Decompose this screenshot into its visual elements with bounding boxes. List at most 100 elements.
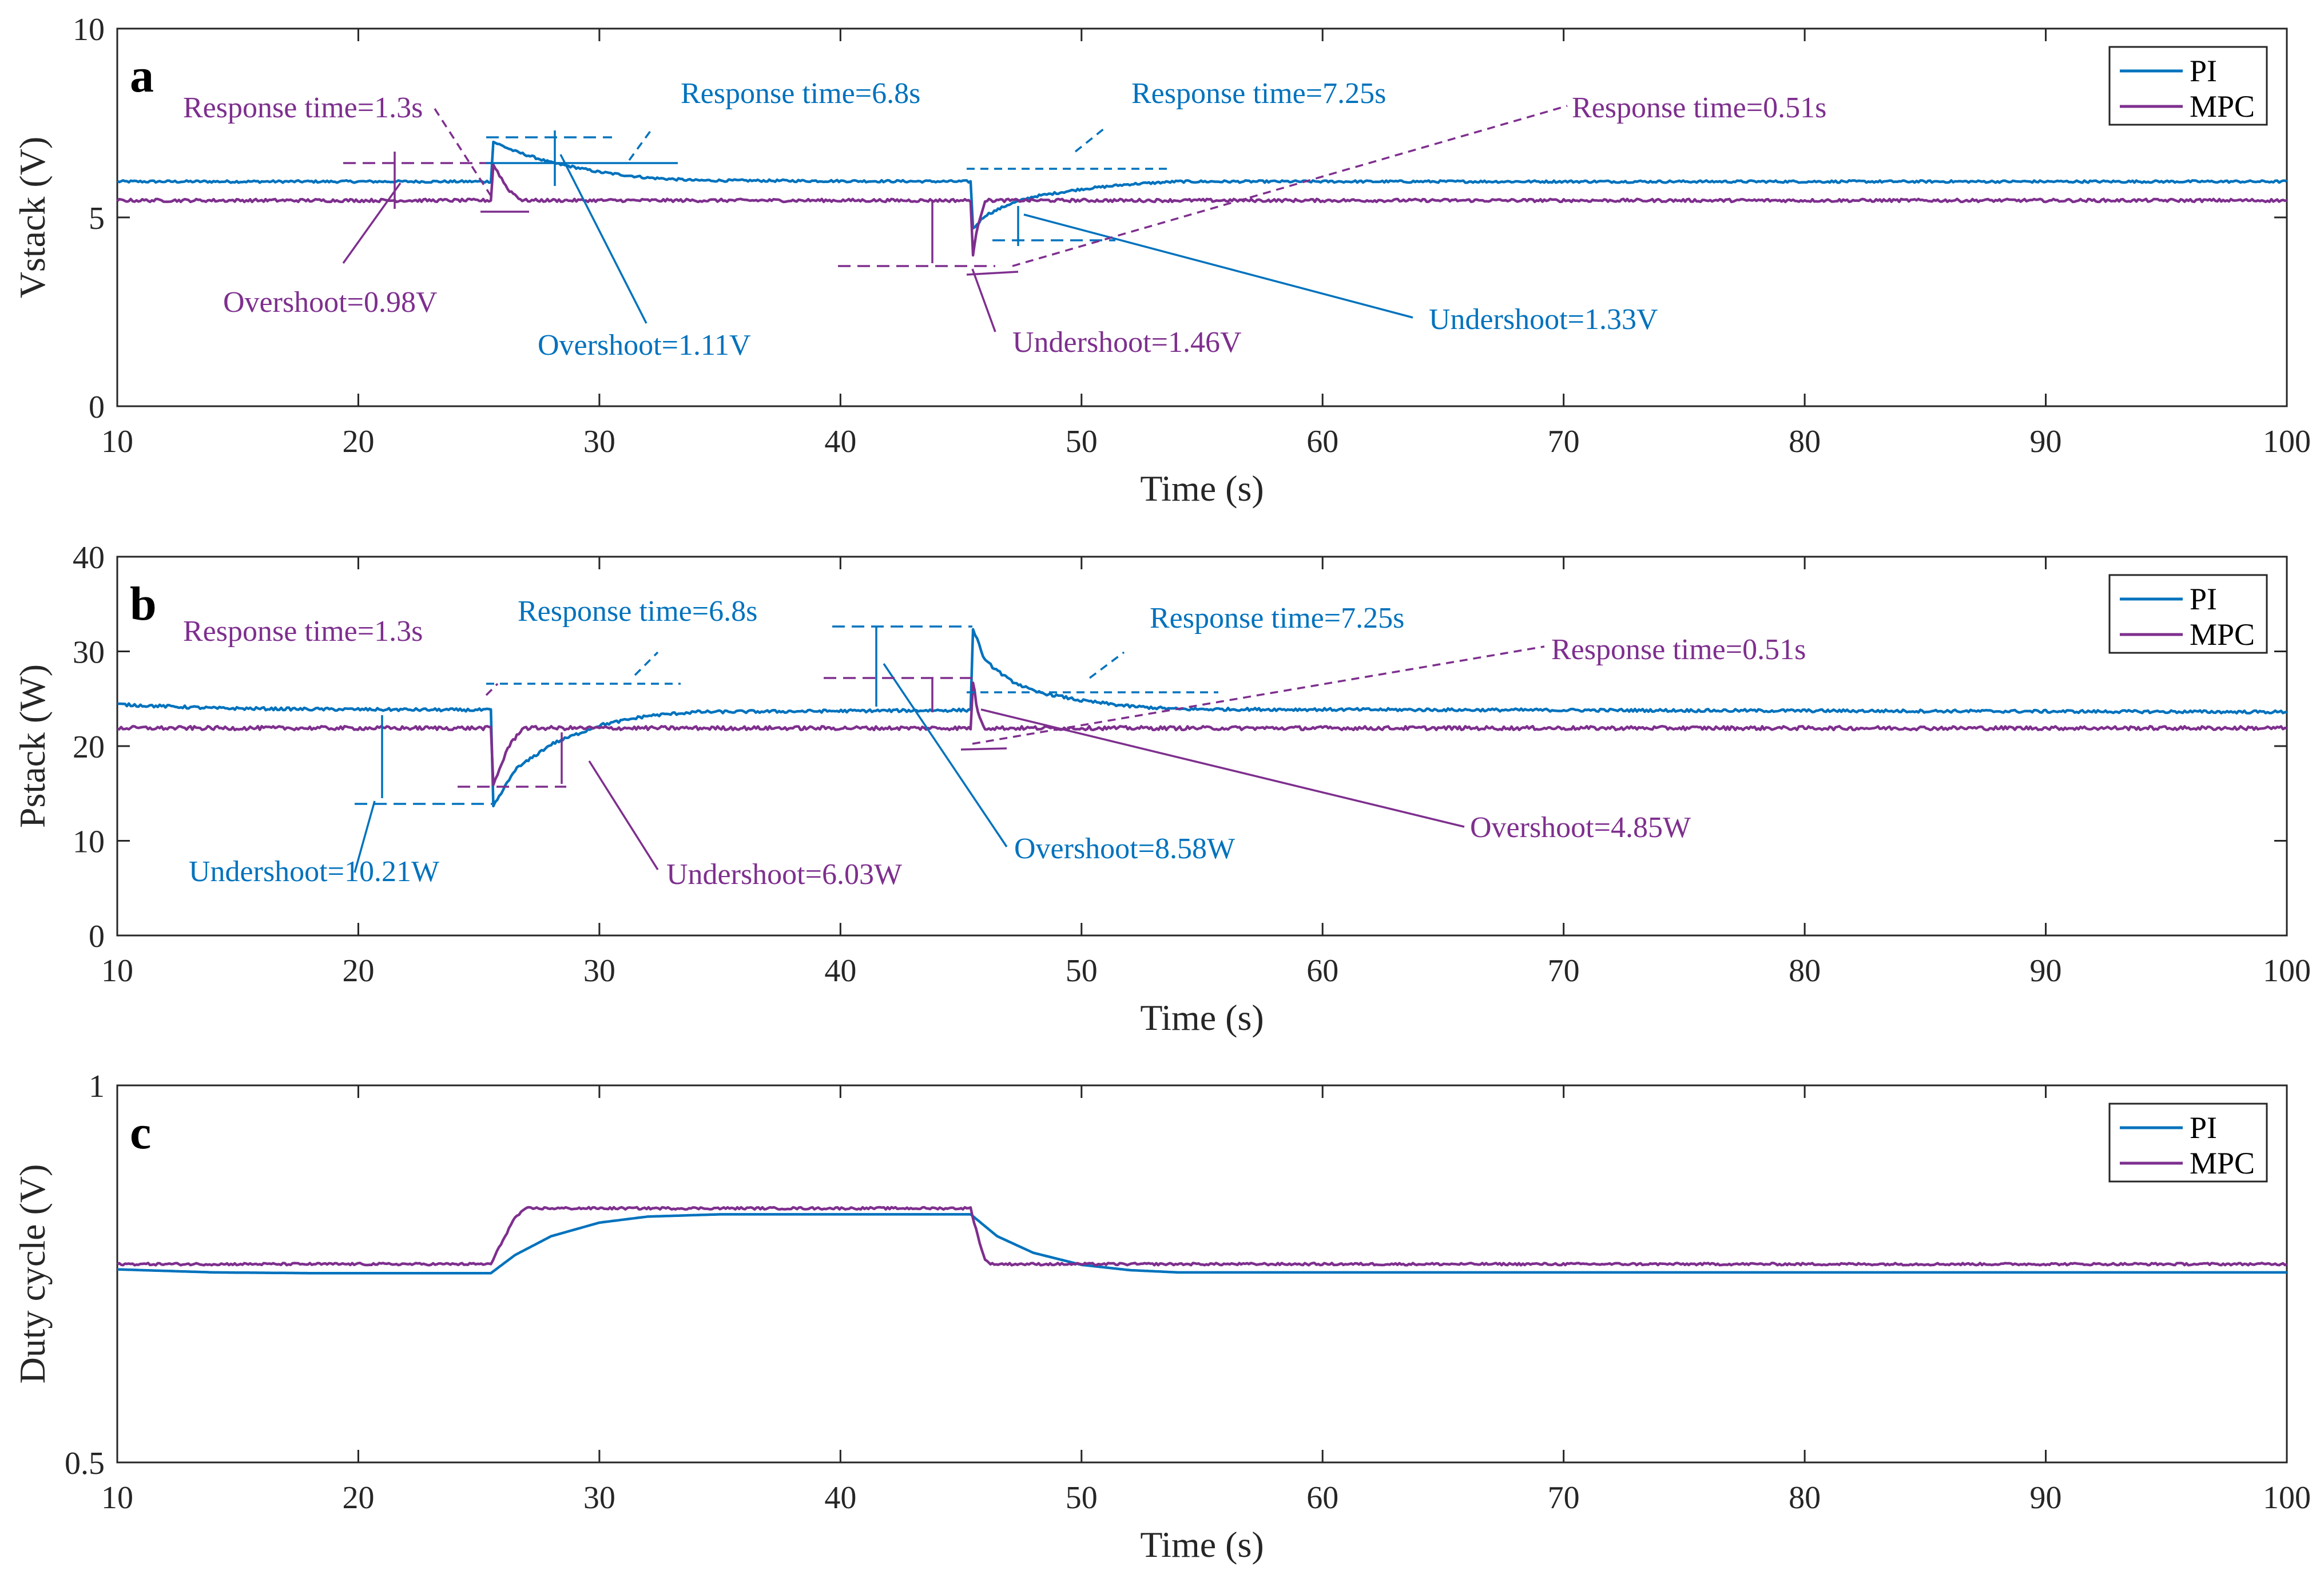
y-tick-label: 30 bbox=[73, 635, 105, 671]
x-tick-label: 20 bbox=[342, 953, 374, 989]
annotation-arrow bbox=[342, 182, 402, 264]
annotation-label: Undershoot=1.46V bbox=[1012, 326, 1242, 359]
annotation-label: Response time=7.25s bbox=[1150, 602, 1404, 635]
annotation-arrow bbox=[353, 800, 376, 873]
annotation-label: Overshoot=0.98V bbox=[223, 286, 438, 319]
y-tick-label: 5 bbox=[89, 201, 105, 236]
annotation-arrow bbox=[883, 663, 1008, 847]
y-axis-label: Vstack (V) bbox=[12, 137, 53, 299]
annotation-label: Undershoot=6.03W bbox=[666, 858, 902, 891]
series-line-pi bbox=[117, 1213, 2287, 1275]
annotation-label: Overshoot=1.11V bbox=[538, 329, 751, 362]
annotation-arrow bbox=[971, 268, 996, 332]
x-tick-label: 30 bbox=[583, 424, 615, 459]
y-tick-label: 40 bbox=[73, 540, 105, 576]
annotation-arrow bbox=[966, 271, 1019, 276]
legend-label-mpc: MPC bbox=[2190, 89, 2255, 124]
x-tick-label: 100 bbox=[2263, 953, 2311, 989]
x-tick-label: 10 bbox=[101, 424, 133, 459]
y-tick-label: 10 bbox=[73, 12, 105, 47]
annotation-arrow bbox=[960, 747, 1007, 751]
x-tick-label: 20 bbox=[342, 1480, 374, 1516]
x-tick-label: 60 bbox=[1306, 1480, 1338, 1516]
annotation-label: Response time=6.8s bbox=[681, 77, 920, 110]
annotation-arrow bbox=[1074, 128, 1105, 153]
series-line-mpc bbox=[116, 163, 2287, 257]
y-tick-label: 1 bbox=[89, 1069, 105, 1104]
x-tick-label: 100 bbox=[2263, 1480, 2311, 1516]
annotation-label: Response time=1.3s bbox=[183, 615, 423, 648]
x-tick-label: 50 bbox=[1066, 953, 1098, 989]
annotation-label: Response time=1.3s bbox=[183, 92, 423, 124]
series-line-pi bbox=[117, 140, 2287, 230]
series-line-mpc bbox=[117, 681, 2287, 787]
annotation-label: Undershoot=10.21W bbox=[189, 855, 439, 888]
plot-area bbox=[116, 27, 2288, 407]
x-tick-label: 40 bbox=[824, 953, 856, 989]
annotation-arrow bbox=[434, 108, 493, 198]
legend-label-pi: PI bbox=[2190, 54, 2217, 88]
x-tick-label: 90 bbox=[2030, 424, 2062, 459]
series-group bbox=[116, 1206, 2287, 1275]
panel-letter: b bbox=[130, 577, 157, 631]
legend-box bbox=[2108, 1103, 2268, 1183]
annotation-label: Undershoot=1.33V bbox=[1429, 303, 1658, 336]
x-axis-label: Time (s) bbox=[1140, 997, 1264, 1038]
x-tick-label: 90 bbox=[2030, 1480, 2062, 1516]
legend-label-pi: PI bbox=[2190, 1111, 2217, 1145]
series-group bbox=[117, 628, 2287, 808]
panel-letter: c bbox=[130, 1106, 151, 1159]
panel-a: 10 20 30 40 50 60 70 80 90 100 0 5 10 Time (s) Vstack … bbox=[12, 12, 2311, 509]
x-tick-label: 60 bbox=[1306, 953, 1338, 989]
annotation-label: Response time=0.51s bbox=[1551, 633, 1806, 666]
x-tick-label: 50 bbox=[1066, 424, 1098, 459]
x-axis-label: Time (s) bbox=[1140, 1524, 1264, 1565]
legend-label-mpc: MPC bbox=[2190, 1146, 2255, 1180]
y-axis-label: Duty cycle (V) bbox=[12, 1164, 53, 1384]
x-axis-label: Time (s) bbox=[1140, 468, 1264, 509]
y-tick-label: 20 bbox=[73, 729, 105, 765]
series-line-pi bbox=[117, 628, 2287, 808]
y-tick-label: 10 bbox=[73, 824, 105, 860]
annotation-label: Response time=6.8s bbox=[518, 595, 757, 628]
y-tick-label: 0.5 bbox=[65, 1446, 105, 1481]
x-tick-label: 20 bbox=[342, 424, 374, 459]
y-axis-label: Pstack (W) bbox=[12, 664, 53, 828]
x-tick-label: 100 bbox=[2263, 424, 2311, 459]
x-tick-label: 50 bbox=[1066, 1480, 1098, 1516]
x-tick-label: 40 bbox=[824, 1480, 856, 1516]
x-tick-label: 80 bbox=[1789, 953, 1821, 989]
annotation-label: Overshoot=8.58W bbox=[1014, 832, 1235, 865]
series-line-mpc bbox=[116, 1206, 2287, 1267]
legend-box bbox=[2108, 46, 2268, 126]
x-tick-label: 80 bbox=[1789, 1480, 1821, 1516]
x-tick-label: 70 bbox=[1548, 1480, 1580, 1516]
annotation-arrow bbox=[628, 128, 653, 161]
annotation-label: Overshoot=4.85W bbox=[1470, 811, 1691, 844]
legend-label-pi: PI bbox=[2190, 582, 2217, 616]
x-tick-label: 90 bbox=[2030, 953, 2062, 989]
annotation-label: Response time=7.25s bbox=[1131, 77, 1386, 110]
legend-label-mpc: MPC bbox=[2190, 617, 2255, 652]
x-tick-label: 70 bbox=[1548, 953, 1580, 989]
panel-letter: a bbox=[130, 49, 154, 102]
plot-area bbox=[116, 556, 2288, 937]
annotation-arrow bbox=[634, 651, 659, 676]
y-tick-label: 0 bbox=[89, 919, 105, 954]
annotation-arrow bbox=[1012, 105, 1568, 267]
annotation-arrow bbox=[972, 645, 1545, 745]
annotation-arrow bbox=[1023, 213, 1413, 319]
x-tick-label: 40 bbox=[824, 424, 856, 459]
x-tick-label: 10 bbox=[101, 953, 133, 989]
y-tick-label: 0 bbox=[89, 390, 105, 425]
x-tick-label: 10 bbox=[101, 1480, 133, 1516]
legend-box bbox=[2108, 574, 2268, 654]
x-tick-label: 80 bbox=[1789, 424, 1821, 459]
panel-c: 10 20 30 40 50 60 70 80 90 100 0.5 1 Time (s) Duty cy… bbox=[12, 1069, 2311, 1565]
series-group bbox=[116, 140, 2287, 257]
